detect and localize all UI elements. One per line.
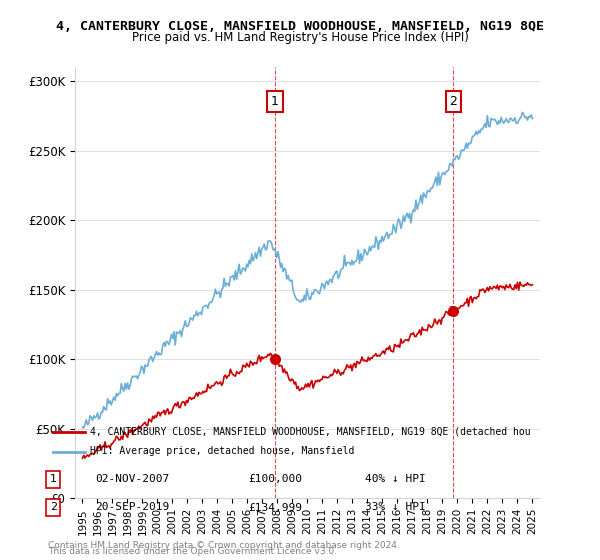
Text: £100,000: £100,000 (248, 474, 302, 484)
Text: 4, CANTERBURY CLOSE, MANSFIELD WOODHOUSE, MANSFIELD, NG19 8QE: 4, CANTERBURY CLOSE, MANSFIELD WOODHOUSE… (56, 20, 544, 32)
Text: 20-SEP-2019: 20-SEP-2019 (95, 502, 170, 512)
Text: This data is licensed under the Open Government Licence v3.0.: This data is licensed under the Open Gov… (48, 548, 337, 557)
Text: 2: 2 (449, 95, 457, 108)
Text: 4, CANTERBURY CLOSE, MANSFIELD WOODHOUSE, MANSFIELD, NG19 8QE (detached hou: 4, CANTERBURY CLOSE, MANSFIELD WOODHOUSE… (90, 427, 531, 437)
Text: Price paid vs. HM Land Registry's House Price Index (HPI): Price paid vs. HM Land Registry's House … (131, 31, 469, 44)
Text: HPI: Average price, detached house, Mansfield: HPI: Average price, detached house, Mans… (90, 446, 355, 456)
Text: £134,999: £134,999 (248, 502, 302, 512)
Text: Contains HM Land Registry data © Crown copyright and database right 2024.: Contains HM Land Registry data © Crown c… (48, 541, 400, 550)
Text: 2: 2 (50, 502, 57, 512)
Text: 40% ↓ HPI: 40% ↓ HPI (365, 474, 425, 484)
Text: 02-NOV-2007: 02-NOV-2007 (95, 474, 170, 484)
Text: 1: 1 (271, 95, 279, 108)
Text: 33% ↓ HPI: 33% ↓ HPI (365, 502, 425, 512)
Text: 1: 1 (50, 474, 57, 484)
